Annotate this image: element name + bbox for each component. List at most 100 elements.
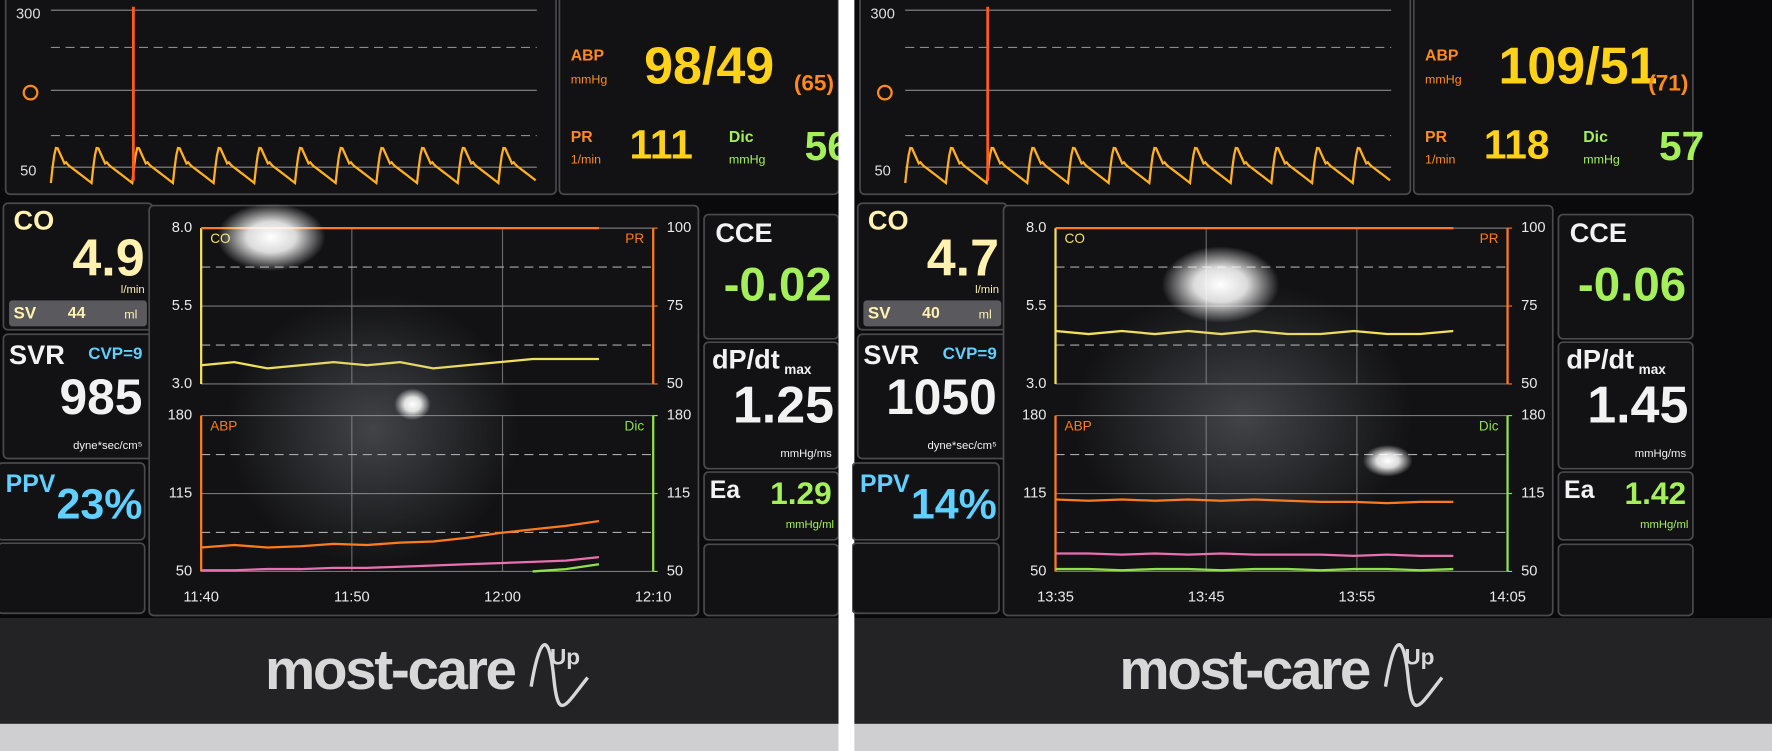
- abp-value: 98/49: [644, 38, 774, 96]
- y-tick-label: 300: [16, 7, 40, 23]
- sv-unit: ml: [124, 307, 137, 321]
- pr-unit: 1/min: [571, 153, 601, 167]
- pressure-waveform: [904, 146, 1391, 186]
- pressure-waveform: [49, 146, 537, 186]
- bezel: [854, 618, 1772, 724]
- brand-wave: [1383, 643, 1444, 707]
- dpdt-sub: max: [784, 362, 812, 377]
- dpdt-unit: mmHg/ms: [780, 448, 832, 460]
- y-tick-label: 180: [1022, 407, 1046, 423]
- y2-tick-label: 180: [1521, 407, 1545, 423]
- flush-icon: [22, 84, 39, 101]
- cce-label: CCE: [1570, 217, 1627, 248]
- sv-value: 44: [68, 305, 86, 322]
- y-tick-label: 50: [20, 164, 36, 180]
- svr-value: 1050: [886, 369, 997, 425]
- svr-label: SVR: [863, 339, 919, 370]
- co-label: CO: [868, 205, 909, 236]
- ea-box: [1557, 471, 1694, 541]
- bezel: [0, 618, 839, 724]
- legend-label: Dic: [1479, 418, 1499, 433]
- x-tick-label: 14:05: [1489, 589, 1526, 605]
- y-tick-label: 50: [1030, 563, 1046, 579]
- x-tick-label: 13:55: [1339, 589, 1376, 605]
- abp-value: 109/51: [1499, 38, 1658, 96]
- reflection-haze: [226, 293, 520, 565]
- y-tick-label: 8.0: [172, 220, 192, 236]
- co-unit: l/min: [975, 284, 999, 296]
- ppv-value: 23%: [57, 480, 143, 528]
- svr-value: 985: [59, 369, 142, 425]
- y2-tick-label: 75: [1521, 298, 1537, 314]
- y2-tick-label: 100: [667, 220, 691, 236]
- sv-label: SV: [868, 303, 891, 322]
- trend-line: [532, 563, 600, 573]
- sv-row: [9, 300, 147, 327]
- x-tick-label: 13:45: [1188, 589, 1225, 605]
- ea-unit: mmHg/ml: [1640, 519, 1688, 531]
- brand-wave: [529, 643, 589, 707]
- x-tick-label: 11:40: [183, 589, 219, 605]
- y-tick-label: 3.0: [1026, 376, 1046, 392]
- svr-cvp: CVP=9: [88, 344, 142, 363]
- brand-logo: most-care: [265, 638, 516, 701]
- bezel-edge: [0, 723, 839, 751]
- y2-tick-label: 50: [1521, 376, 1537, 392]
- trend-line: [1055, 552, 1454, 557]
- abp-mean: (65): [794, 71, 834, 96]
- brand-mark: Up: [1404, 644, 1434, 669]
- dpdt-value: 1.25: [733, 377, 834, 435]
- ppv-value: 14%: [911, 480, 997, 528]
- y2-tick-label: 75: [667, 298, 683, 314]
- empty-box: [851, 542, 1000, 615]
- y-tick-label: 180: [168, 407, 192, 423]
- dpdt-unit: mmHg/ms: [1635, 448, 1687, 460]
- ea-value: 1.29: [770, 475, 832, 511]
- svr-unit: dyne*sec/cm⁵: [927, 440, 996, 452]
- y-tick-label: 5.5: [1026, 298, 1046, 314]
- abp-unit: mmHg: [571, 72, 608, 86]
- co-label: CO: [14, 205, 55, 236]
- abp-label: ABP: [1425, 48, 1458, 65]
- ea-unit: mmHg/ml: [786, 519, 834, 531]
- empty-box: [0, 542, 146, 615]
- abp-mean: (71): [1648, 71, 1688, 96]
- x-tick-label: 13:35: [1037, 589, 1074, 605]
- monitor-panel: 300 50 ABP mmHg 109/51(71) PR 1/min 118 Dic mmHg 5…: [851, 0, 1772, 751]
- x-tick-label: 12:10: [635, 589, 672, 605]
- ppv-label: PPV: [860, 471, 910, 498]
- legend-label: CO: [1065, 231, 1085, 246]
- brand-mark: Up: [550, 644, 580, 669]
- legend-label: PR: [625, 231, 644, 246]
- y2-tick-label: 180: [667, 407, 691, 423]
- pressure-box: [1412, 0, 1694, 196]
- reflection-haze: [1073, 282, 1413, 554]
- abp-unit: mmHg: [1425, 72, 1462, 86]
- x-tick-label: 12:00: [484, 589, 521, 605]
- y-tick-label: 5.5: [172, 298, 192, 314]
- y-tick-label: 115: [1023, 485, 1046, 501]
- empty-box: [703, 543, 840, 617]
- sv-row: [863, 300, 1002, 327]
- dic-label: Dic: [1583, 129, 1608, 146]
- svr-cvp: CVP=9: [943, 344, 997, 363]
- y-tick-label: 8.0: [1026, 220, 1046, 236]
- dic-unit: mmHg: [729, 153, 766, 167]
- svr-unit: dyne*sec/cm⁵: [73, 440, 142, 452]
- co-unit: l/min: [121, 284, 145, 296]
- y2-tick-label: 115: [667, 485, 690, 501]
- trend-line: [1055, 567, 1454, 572]
- pr-value: 111: [629, 122, 692, 168]
- pr-label: PR: [571, 129, 594, 146]
- ea-label: Ea: [710, 477, 741, 504]
- ppv-label: PPV: [6, 471, 56, 498]
- sv-unit: ml: [979, 307, 992, 321]
- dpdt-sub: max: [1639, 362, 1667, 377]
- empty-box: [1557, 543, 1694, 617]
- x-tick-label: 11:50: [334, 589, 370, 605]
- y-tick-label: 115: [169, 485, 192, 501]
- legend-label: Dic: [625, 418, 645, 433]
- pr-unit: 1/min: [1425, 153, 1455, 167]
- cce-box: [1557, 213, 1694, 340]
